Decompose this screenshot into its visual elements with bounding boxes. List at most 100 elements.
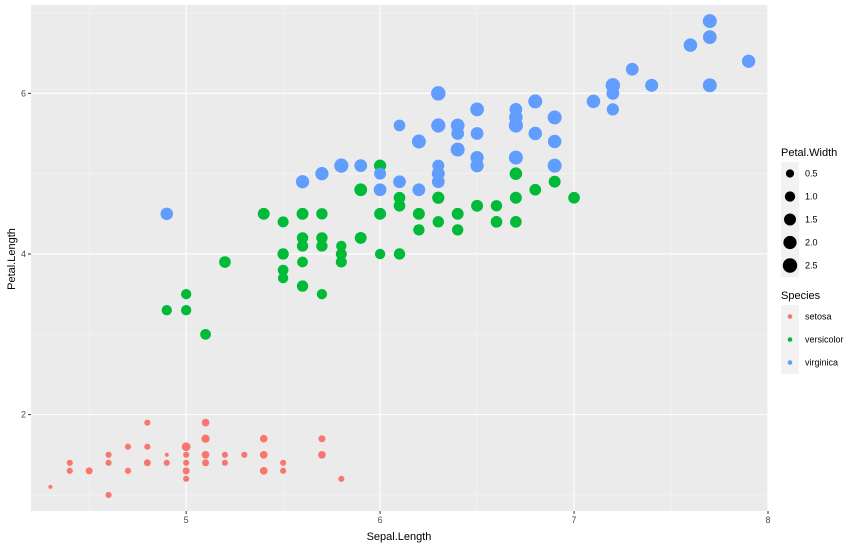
point-setosa <box>183 459 190 466</box>
point-versicolor <box>277 216 289 228</box>
point-versicolor <box>180 288 192 300</box>
point-versicolor <box>335 248 347 260</box>
point-versicolor <box>412 207 425 220</box>
point-versicolor <box>354 231 367 244</box>
point-versicolor <box>277 272 289 284</box>
point-setosa <box>241 451 248 458</box>
species-legend-dot <box>787 337 793 342</box>
point-versicolor <box>296 280 309 292</box>
size-legend-title: Petal.Width <box>781 147 837 159</box>
point-setosa <box>318 450 326 459</box>
size-legend-label: 2.0 <box>805 238 818 248</box>
point-virginica <box>470 150 484 165</box>
point-versicolor <box>316 240 328 252</box>
point-setosa <box>318 435 326 443</box>
point-versicolor <box>509 167 523 180</box>
point-versicolor <box>374 207 387 220</box>
point-versicolor <box>316 232 328 244</box>
point-virginica <box>606 103 619 116</box>
size-legend: Petal.Width 0.5 1.0 1.5 2.0 2.5 <box>781 147 837 277</box>
point-versicolor <box>297 256 308 268</box>
point-versicolor <box>336 240 347 252</box>
point-virginica <box>450 142 465 157</box>
point-setosa <box>338 475 345 482</box>
point-versicolor <box>432 216 444 228</box>
point-setosa <box>105 491 112 498</box>
point-versicolor <box>490 200 503 212</box>
point-setosa <box>201 434 210 443</box>
point-setosa <box>280 467 287 474</box>
point-versicolor <box>451 207 464 220</box>
y-axis-title: Petal.Length <box>6 228 18 290</box>
point-virginica <box>412 183 426 197</box>
point-setosa <box>124 443 132 450</box>
species-legend-dot <box>787 360 793 365</box>
x-axis: 5 6 7 8 <box>184 511 771 525</box>
point-versicolor <box>432 191 445 204</box>
point-virginica <box>702 30 717 44</box>
y-axis: 2 4 6 <box>21 88 31 420</box>
point-virginica <box>741 54 756 68</box>
point-setosa <box>66 467 73 474</box>
point-versicolor <box>568 191 580 204</box>
point-virginica <box>605 78 621 93</box>
point-setosa <box>85 467 93 475</box>
point-virginica <box>431 86 446 101</box>
point-setosa <box>183 475 190 482</box>
point-virginica <box>450 118 465 133</box>
point-virginica <box>702 14 717 29</box>
point-versicolor <box>296 240 309 252</box>
point-versicolor <box>529 183 542 196</box>
point-setosa <box>163 459 170 466</box>
point-virginica <box>625 62 639 76</box>
point-setosa <box>259 467 268 475</box>
point-setosa <box>221 451 229 458</box>
point-setosa <box>280 459 287 466</box>
point-versicolor <box>277 248 289 260</box>
point-virginica <box>295 175 310 189</box>
point-setosa <box>105 459 112 466</box>
point-setosa <box>48 484 53 489</box>
point-setosa <box>182 467 190 475</box>
point-setosa <box>124 467 132 474</box>
point-setosa <box>201 418 210 427</box>
point-versicolor <box>316 208 328 220</box>
point-virginica <box>373 183 387 197</box>
size-legend-dot <box>784 213 796 226</box>
point-virginica <box>470 127 484 140</box>
x-tick-label: 7 <box>572 515 577 525</box>
point-virginica <box>393 175 406 189</box>
point-setosa <box>144 443 151 450</box>
point-versicolor <box>316 288 328 300</box>
point-versicolor <box>335 256 347 268</box>
point-versicolor <box>490 216 503 228</box>
x-tick-label: 6 <box>378 515 383 525</box>
point-virginica <box>547 158 562 173</box>
species-legend-dot <box>787 314 793 319</box>
point-setosa <box>259 434 268 443</box>
point-versicolor <box>471 199 484 212</box>
species-legend-label: versicolor <box>805 335 844 345</box>
species-legend: Species setosa versicolor virginica <box>781 290 844 374</box>
point-setosa <box>143 459 151 467</box>
point-versicolor <box>296 232 309 244</box>
point-setosa <box>202 459 210 467</box>
point-virginica <box>586 94 601 109</box>
point-versicolor <box>180 305 192 316</box>
point-versicolor <box>161 305 172 316</box>
point-setosa <box>144 419 151 426</box>
point-versicolor <box>510 216 522 228</box>
x-tick-label: 8 <box>765 515 770 525</box>
size-legend-dot <box>783 235 797 250</box>
point-setosa <box>201 450 210 459</box>
point-setosa <box>221 459 229 466</box>
point-versicolor <box>413 224 425 236</box>
point-virginica <box>431 118 446 133</box>
x-axis-title: Sepal.Length <box>367 531 432 543</box>
point-versicolor <box>509 191 522 204</box>
x-tick-label: 5 <box>184 515 189 525</box>
point-setosa <box>259 450 268 459</box>
point-versicolor <box>452 224 464 236</box>
point-virginica <box>547 110 562 125</box>
point-virginica <box>508 150 523 165</box>
